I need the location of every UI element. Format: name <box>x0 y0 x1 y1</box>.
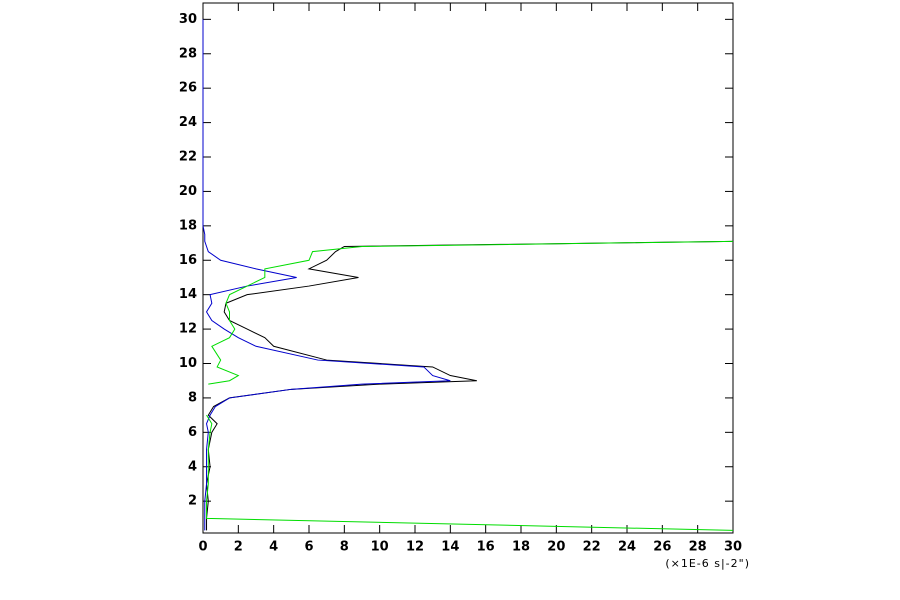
y-tick-label: 22 <box>179 150 197 165</box>
x-tick-label: 16 <box>477 540 495 555</box>
y-tick-label: 16 <box>179 253 197 268</box>
x-tick-label: 20 <box>547 540 565 555</box>
y-tick-label: 10 <box>179 356 197 371</box>
series-line <box>202 19 451 531</box>
x-tick-label: 22 <box>583 540 601 555</box>
y-tick-label: 14 <box>179 287 197 302</box>
y-tick-label: 4 <box>188 459 197 474</box>
y-tick-label: 6 <box>188 425 197 440</box>
x-tick-label: 18 <box>512 540 530 555</box>
plot-frame <box>202 2 734 534</box>
series-line <box>206 240 734 531</box>
x-tick-label: 10 <box>371 540 389 555</box>
x-tick-label: 4 <box>269 540 278 555</box>
y-tick-label: 26 <box>179 81 197 96</box>
x-tick-label: 12 <box>406 540 424 555</box>
x-tick-label: 0 <box>198 540 207 555</box>
x-axis-label: (×1E-6 s|-2") <box>665 557 750 570</box>
x-tick-label: 2 <box>234 540 243 555</box>
y-tick-label: 12 <box>179 322 197 337</box>
y-tick-label: 24 <box>179 115 197 130</box>
series-line <box>206 240 734 531</box>
y-tick-label: 20 <box>179 184 197 199</box>
y-tick-label: 18 <box>179 218 197 233</box>
x-tick-label: 26 <box>653 540 671 555</box>
x-tick-label: 6 <box>304 540 313 555</box>
y-tick-label: 28 <box>179 46 197 61</box>
x-tick-label: 24 <box>618 540 636 555</box>
y-tick-label: 30 <box>179 12 197 27</box>
y-tick-label: 2 <box>188 494 197 509</box>
x-tick-label: 30 <box>724 540 742 555</box>
x-tick-label: 8 <box>340 540 349 555</box>
y-tick-label: 8 <box>188 390 197 405</box>
x-tick-label: 14 <box>441 540 459 555</box>
x-tick-label: 28 <box>689 540 707 555</box>
